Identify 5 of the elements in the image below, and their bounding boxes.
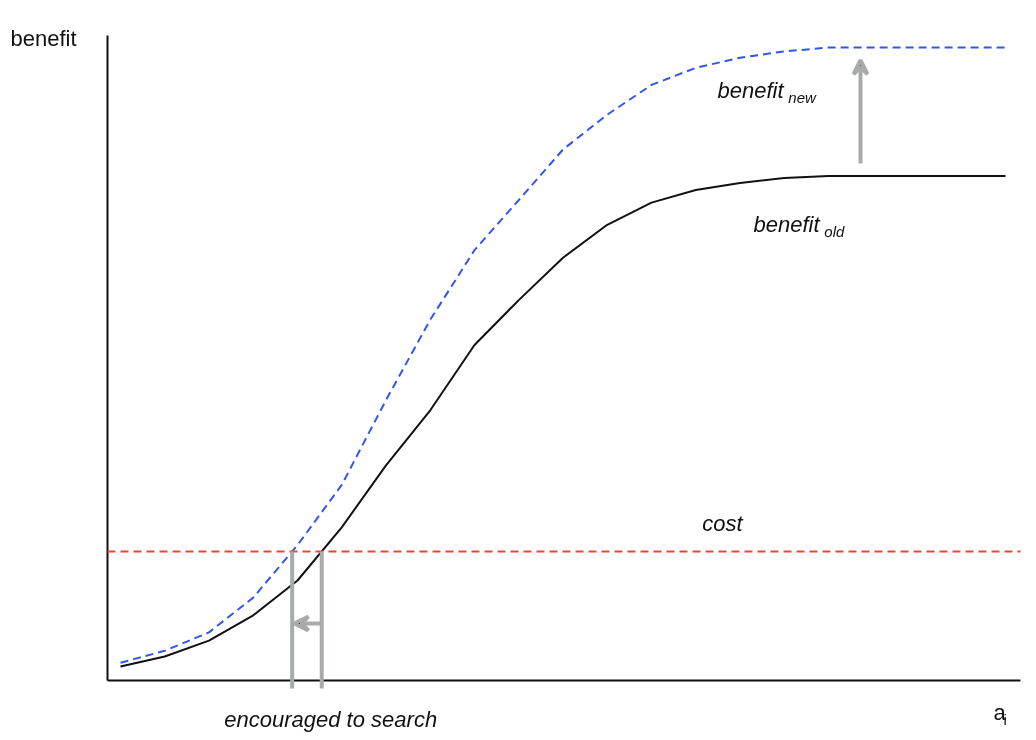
series-label: benefitold [753,212,846,240]
y-axis-title: benefit [10,26,77,51]
text: encouraged to search [224,707,438,732]
ref-line-label: cost [702,510,744,536]
series-label: benefitnew [717,78,818,106]
